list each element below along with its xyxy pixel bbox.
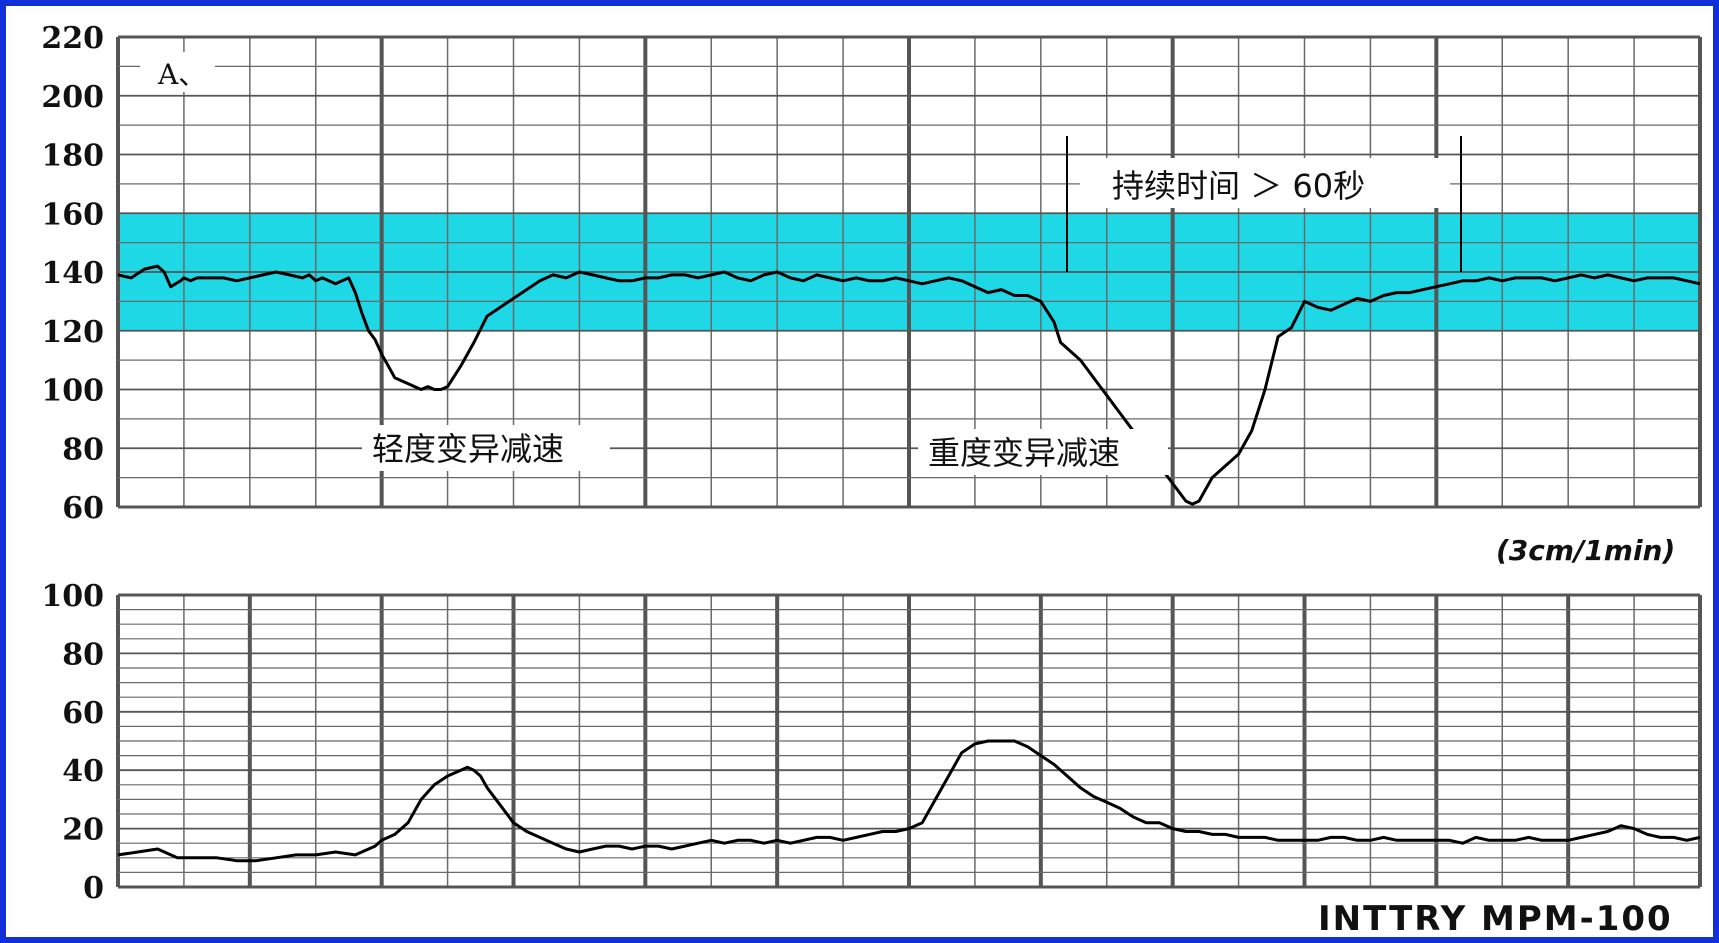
y-tick-label: 180 [41, 139, 104, 174]
y-tick-label: 60 [62, 696, 104, 731]
device-model-label: INTTRY MPM-100 [1318, 899, 1673, 939]
fhr-grid [116, 35, 1702, 509]
y-tick-label: 60 [62, 491, 104, 526]
y-tick-label: 40 [62, 754, 104, 789]
mild-deceleration-label: 轻度变异减速 [372, 430, 564, 468]
y-tick-label: 100 [41, 374, 104, 409]
duration-label: 持续时间 ＞ 60秒 [1112, 167, 1365, 205]
fhr-y-ticks: 60 80 100 120 140 160 180 200 220 [41, 21, 104, 526]
uc-y-ticks: 0 20 40 60 80 100 [41, 579, 104, 906]
y-tick-label: 100 [41, 579, 104, 614]
y-tick-label: 0 [83, 871, 104, 906]
uc-trace [117, 739, 1701, 863]
y-tick-label: 20 [62, 813, 104, 848]
y-tick-label: 160 [41, 197, 104, 232]
y-tick-label: 80 [62, 432, 104, 467]
panel-mark: A、 [157, 58, 206, 91]
fhr-panel: 60 80 100 120 140 160 180 200 220 [41, 21, 1702, 526]
y-tick-label: 220 [41, 21, 104, 56]
mild-label-bg [362, 425, 610, 471]
paper-speed-label: (3cm/1min) [1496, 534, 1675, 567]
y-tick-label: 120 [41, 315, 104, 350]
severe-label-bg [918, 429, 1168, 475]
uc-panel: 0 20 40 60 80 100 [41, 579, 1702, 906]
y-tick-label: 80 [62, 637, 104, 672]
severe-deceleration-label: 重度变异减速 [928, 434, 1120, 472]
panel-mark-bg [140, 52, 215, 92]
fhr-trace [117, 264, 1701, 506]
y-tick-label: 200 [41, 80, 104, 115]
y-tick-label: 140 [41, 256, 104, 291]
uc-grid [116, 593, 1702, 889]
duration-label-bg [1080, 158, 1450, 208]
